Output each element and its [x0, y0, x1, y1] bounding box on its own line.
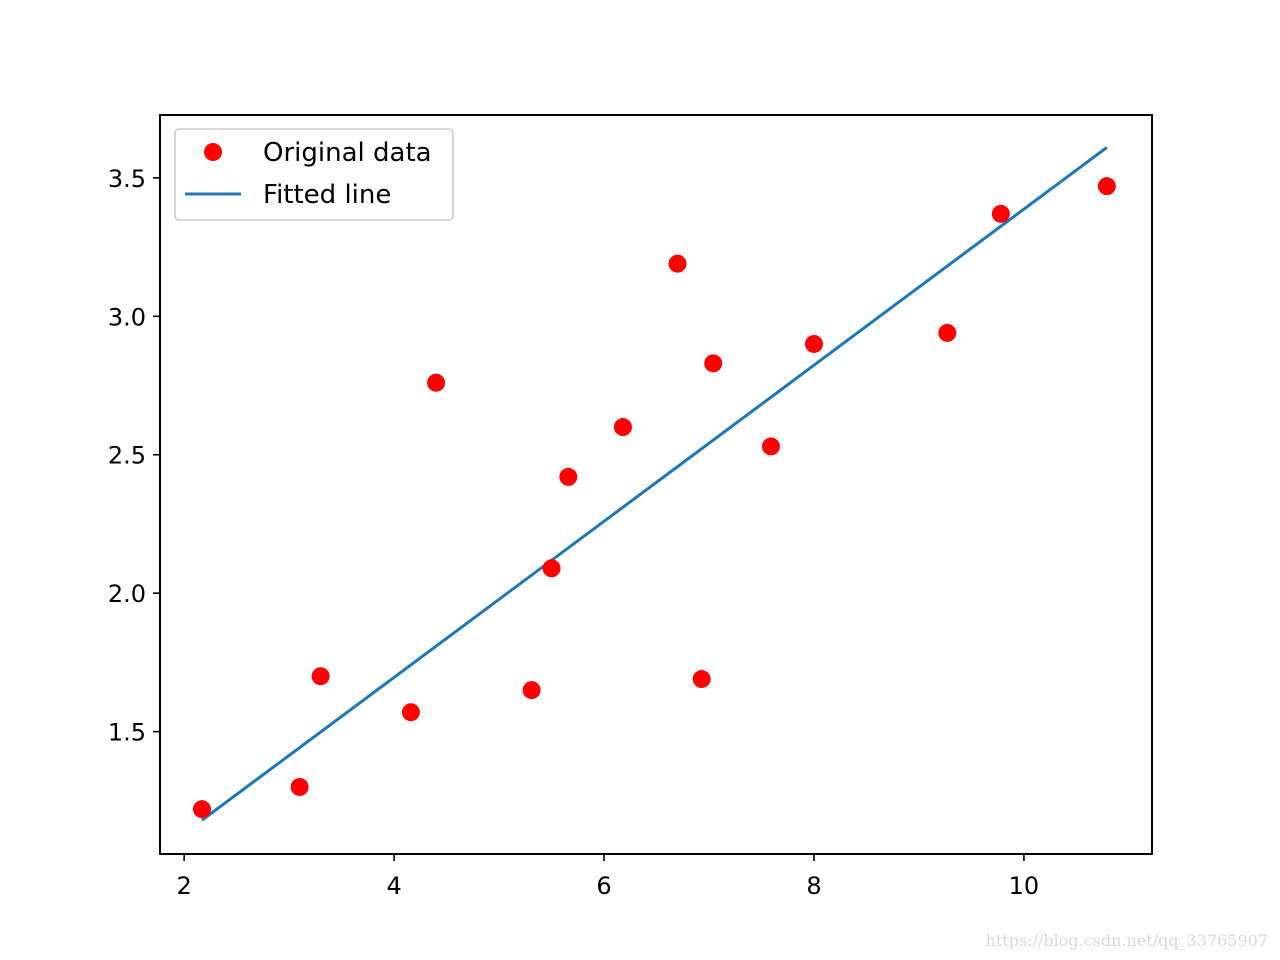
- legend-label-original-data: Original data: [263, 138, 432, 168]
- data-point-9: [613, 418, 632, 437]
- data-point-15: [938, 323, 957, 342]
- y-tick-label-4: 3.0: [108, 303, 146, 331]
- data-point-12: [704, 354, 723, 373]
- x-tick-label-3: 6: [596, 872, 611, 900]
- data-point-2: [290, 777, 309, 796]
- data-point-1: [192, 800, 211, 819]
- data-point-11: [692, 670, 711, 689]
- data-point-16: [991, 204, 1010, 223]
- fitted-line: [201, 146, 1108, 822]
- x-tick-label-5: 10: [1009, 872, 1040, 900]
- x-tick-label-2: 4: [386, 872, 401, 900]
- legend-box: [174, 128, 454, 221]
- legend-label-fitted-line: Fitted line: [263, 180, 391, 210]
- data-point-3: [311, 667, 330, 686]
- x-tick-label-1: 2: [177, 872, 192, 900]
- legend-marker-original-data: [204, 143, 222, 161]
- data-point-14: [804, 334, 823, 353]
- data-point-10: [668, 254, 687, 273]
- data-point-7: [542, 559, 561, 578]
- data-point-5: [427, 373, 446, 392]
- axes-frame: [159, 114, 1153, 855]
- y-tick-label-2: 2.0: [108, 580, 146, 608]
- y-tick-label-5: 3.5: [108, 165, 146, 193]
- legend: Original data Fitted line: [174, 128, 454, 221]
- watermark: https://blog.csdn.net/qq_33765907: [985, 931, 1268, 950]
- data-point-6: [522, 681, 541, 700]
- axes: 2 4 6 8 10 1.5 2.0 2.5 3.0 3.5: [108, 114, 1153, 900]
- x-tick-label-4: 8: [806, 872, 821, 900]
- data-point-17: [1097, 177, 1116, 196]
- data-point-4: [401, 703, 420, 722]
- data-point-8: [559, 467, 578, 486]
- y-tick-label-3: 2.5: [108, 442, 146, 470]
- plot-area: [192, 146, 1116, 822]
- data-point-13: [761, 437, 780, 456]
- y-tick-label-1: 1.5: [108, 719, 146, 747]
